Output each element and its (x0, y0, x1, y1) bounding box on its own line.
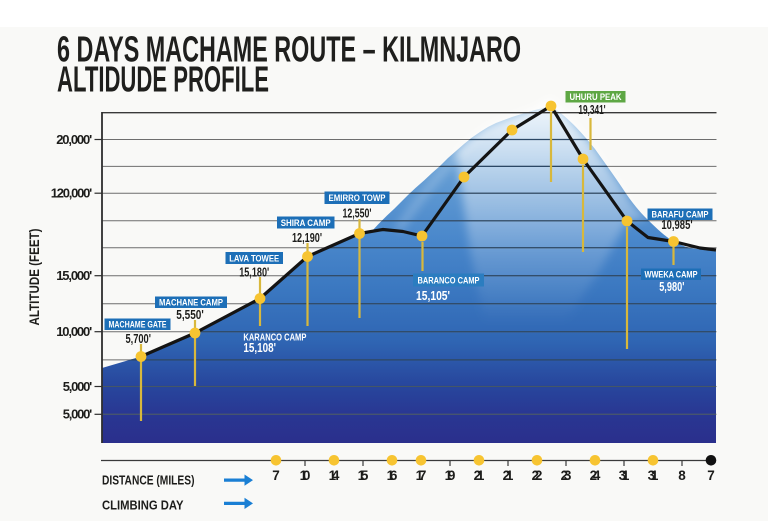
svg-text:21: 21 (503, 468, 514, 483)
svg-text:DISTANCE (MILES): DISTANCE (MILES) (102, 472, 195, 487)
svg-text:14: 14 (329, 468, 340, 483)
svg-text:MACHAME GATE: MACHAME GATE (109, 320, 167, 330)
svg-text:7: 7 (272, 468, 280, 483)
svg-text:5,000': 5,000' (63, 379, 93, 394)
svg-text:15,000': 15,000' (56, 268, 92, 283)
svg-text:19,341': 19,341' (578, 103, 605, 117)
svg-text:BARAFU CAMP: BARAFU CAMP (652, 210, 709, 220)
svg-text:19: 19 (445, 468, 456, 483)
svg-text:15,105': 15,105' (416, 289, 450, 303)
svg-text:ALTITUDE (FEET): ALTITUDE (FEET) (26, 229, 42, 326)
svg-text:20,000': 20,000' (56, 132, 92, 147)
svg-text:10,000': 10,000' (56, 324, 92, 339)
svg-text:UHURU PEAK: UHURU PEAK (570, 92, 622, 102)
svg-text:22: 22 (532, 468, 543, 483)
svg-text:ALTIDUDE PROFILE: ALTIDUDE PROFILE (57, 59, 269, 100)
svg-text:31: 31 (619, 468, 630, 483)
svg-text:120,000': 120,000' (51, 186, 93, 201)
svg-text:16: 16 (387, 468, 398, 483)
svg-text:24: 24 (590, 468, 601, 483)
svg-text:6 DAYS MACHAME ROUTE – KILMNJA: 6 DAYS MACHAME ROUTE – KILMNJARO (57, 29, 521, 70)
svg-text:WWEKA CAMP: WWEKA CAMP (645, 270, 698, 280)
svg-text:LAVA TOWEE: LAVA TOWEE (229, 254, 279, 264)
svg-text:MACHANE CAMP: MACHANE CAMP (159, 298, 223, 308)
svg-text:5,980': 5,980' (659, 280, 684, 294)
svg-text:KARANCO CAMP: KARANCO CAMP (243, 332, 306, 343)
svg-text:12,550': 12,550' (343, 206, 372, 220)
svg-text:15,108': 15,108' (243, 341, 276, 355)
svg-text:21: 21 (474, 468, 485, 483)
svg-text:5,700': 5,700' (125, 332, 151, 346)
svg-text:CLIMBING DAY: CLIMBING DAY (102, 497, 184, 512)
svg-text:8: 8 (678, 468, 686, 483)
svg-text:31: 31 (648, 468, 659, 483)
svg-text:12,190': 12,190' (292, 231, 322, 245)
svg-text:BARANCO CAMP: BARANCO CAMP (418, 276, 480, 286)
svg-text:15,180': 15,180' (239, 265, 269, 279)
svg-text:SHIRA CAMP: SHIRA CAMP (281, 218, 331, 228)
svg-text:10,985': 10,985' (661, 218, 692, 232)
svg-text:10: 10 (300, 468, 311, 483)
svg-text:17: 17 (416, 468, 427, 483)
svg-text:7: 7 (707, 468, 715, 483)
svg-text:15: 15 (358, 468, 369, 483)
svg-text:5,550': 5,550' (176, 308, 204, 322)
svg-text:23: 23 (561, 468, 572, 483)
svg-text:5,000': 5,000' (63, 407, 93, 422)
svg-text:EMIRRO TOWP: EMIRRO TOWP (329, 193, 386, 203)
